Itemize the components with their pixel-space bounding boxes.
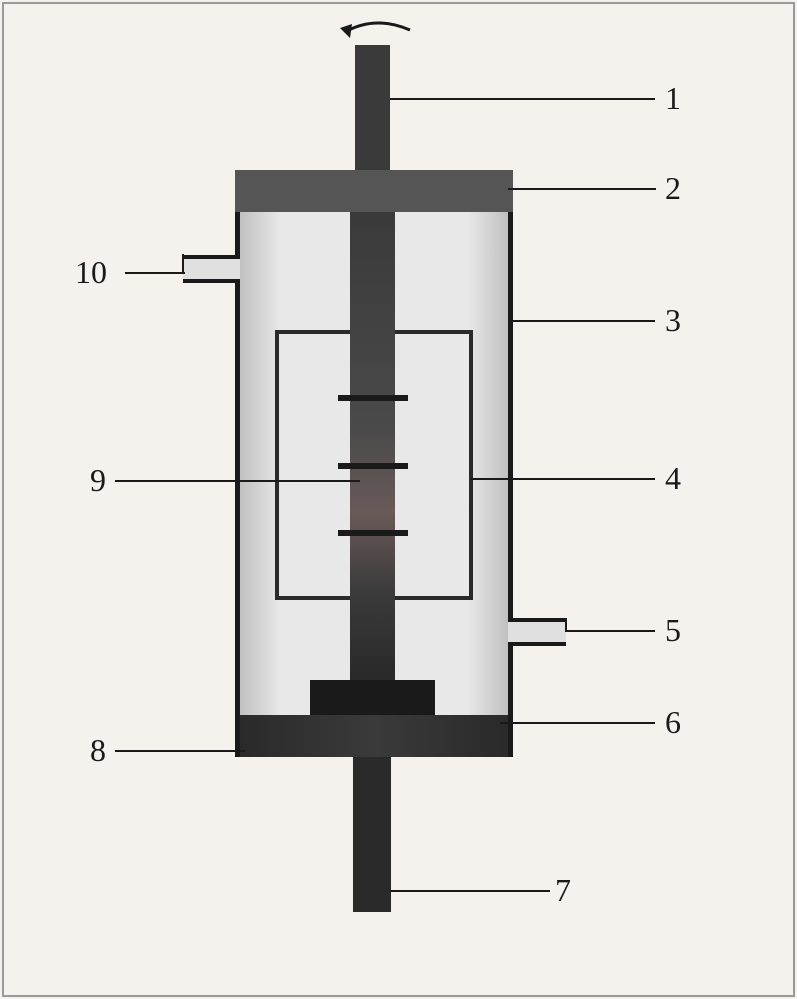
label-6: 6: [665, 704, 681, 741]
label-2: 2: [665, 170, 681, 207]
leader-4: [471, 478, 655, 480]
bottom-block: [310, 680, 435, 715]
leader-10: [125, 272, 185, 274]
shaft-main: [350, 212, 395, 757]
bottom-slab: [240, 715, 508, 757]
leader-1: [390, 98, 655, 100]
leader-6: [500, 722, 655, 724]
label-4: 4: [665, 460, 681, 497]
shaft-top: [355, 45, 390, 170]
agitator-blade: [338, 395, 408, 401]
label-5: 5: [665, 612, 681, 649]
label-9: 9: [90, 462, 106, 499]
leader-3: [510, 320, 655, 322]
outlet-right: [508, 618, 566, 646]
agitator-blade: [338, 530, 408, 536]
top-cap: [235, 170, 513, 212]
leader-2: [508, 188, 656, 190]
label-8: 8: [90, 732, 106, 769]
label-3: 3: [665, 302, 681, 339]
rotation-arrow-icon: [330, 10, 425, 50]
label-1: 1: [665, 80, 681, 117]
outlet-left: [183, 255, 240, 283]
agitator-blade: [338, 463, 408, 469]
leader-10v: [182, 254, 184, 274]
leader-9: [115, 480, 360, 482]
leader-7: [390, 890, 550, 892]
leader-5: [565, 630, 655, 632]
diagram-container: 1 2 3 4 5 6 7 8 9 10: [0, 0, 797, 999]
leader-5v: [565, 618, 567, 632]
shaft-bottom: [353, 757, 391, 912]
leader-8: [115, 750, 245, 752]
label-7: 7: [555, 872, 571, 909]
label-10: 10: [75, 254, 107, 291]
